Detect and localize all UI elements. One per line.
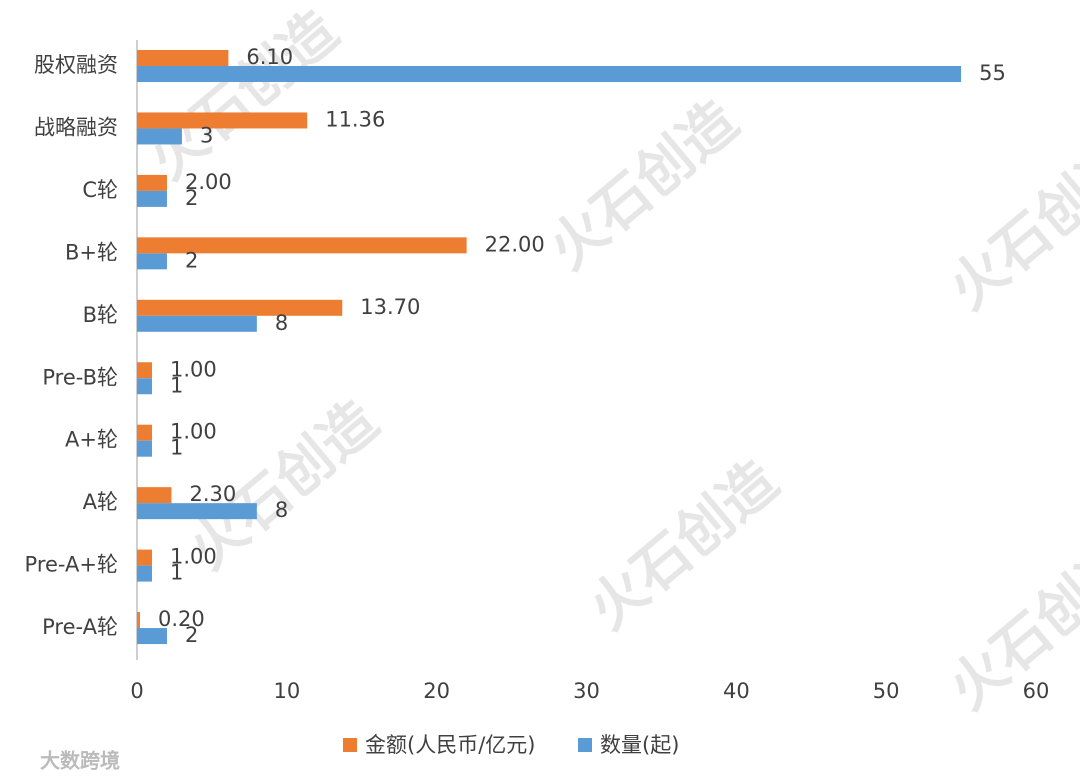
legend-swatch	[343, 738, 357, 752]
x-tick-label: 40	[723, 679, 750, 703]
y-tick-label: 战略融资	[34, 115, 118, 139]
value-label: 22.00	[485, 232, 545, 256]
bar	[137, 612, 140, 629]
value-label: 6.10	[246, 45, 293, 69]
bar	[137, 424, 152, 441]
watermark: 火石创造	[937, 129, 1080, 323]
y-tick-label: C轮	[82, 178, 118, 202]
bar	[137, 112, 308, 129]
bar	[137, 440, 152, 457]
value-label: 2	[185, 186, 198, 210]
y-tick-label: A轮	[83, 490, 118, 514]
y-tick-label: A+轮	[65, 428, 118, 452]
bar	[137, 253, 167, 270]
bar	[137, 503, 257, 520]
x-tick-label: 60	[1023, 679, 1050, 703]
value-label: 2.30	[189, 482, 236, 506]
legend-swatch	[578, 738, 592, 752]
bar	[137, 565, 152, 582]
bar	[137, 237, 467, 254]
value-label: 3	[200, 123, 213, 147]
bar	[137, 378, 152, 395]
y-tick-label: Pre-A轮	[42, 615, 118, 639]
value-label: 11.36	[325, 107, 385, 131]
x-tick-label: 50	[873, 679, 900, 703]
value-label: 1.00	[170, 357, 217, 381]
value-label: 2.00	[185, 170, 232, 194]
x-tick-label: 0	[130, 679, 143, 703]
legend-label: 金额(人民币/亿元)	[365, 733, 535, 757]
value-label: 8	[275, 311, 288, 335]
value-label: 1	[170, 561, 183, 585]
x-tick-label: 30	[573, 679, 600, 703]
y-tick-label: B轮	[83, 303, 118, 327]
bar	[137, 549, 152, 566]
y-tick-label: 股权融资	[34, 53, 118, 77]
bar	[137, 190, 167, 207]
value-label: 13.70	[360, 295, 420, 319]
bar	[137, 174, 167, 191]
value-label: 2	[185, 623, 198, 647]
watermark: 火石创造	[137, 0, 350, 192]
value-label: 1	[170, 436, 183, 460]
legend-label: 数量(起)	[600, 733, 679, 757]
value-label: 0.20	[158, 607, 205, 631]
watermark: 火石创造	[577, 449, 790, 643]
source-mark: 大数跨境	[40, 749, 120, 773]
y-tick-label: Pre-B轮	[42, 365, 118, 389]
value-label: 1	[170, 373, 183, 397]
watermark: 火石创造	[537, 89, 750, 283]
bar	[137, 487, 172, 504]
bar	[137, 362, 152, 379]
bar	[137, 50, 229, 66]
bar	[137, 66, 962, 82]
x-tick-label: 20	[423, 679, 450, 703]
bar	[137, 315, 257, 332]
bar	[137, 299, 343, 316]
y-tick-label: Pre-A+轮	[25, 553, 118, 577]
x-tick-label: 10	[273, 679, 300, 703]
value-label: 8	[275, 498, 288, 522]
bar	[137, 628, 167, 645]
value-label: 1.00	[170, 545, 217, 569]
value-label: 55	[979, 61, 1006, 85]
y-tick-label: B+轮	[65, 240, 118, 264]
watermark: 火石创造	[937, 529, 1080, 723]
bar	[137, 128, 182, 145]
value-label: 2	[185, 248, 198, 272]
value-label: 1.00	[170, 420, 217, 444]
